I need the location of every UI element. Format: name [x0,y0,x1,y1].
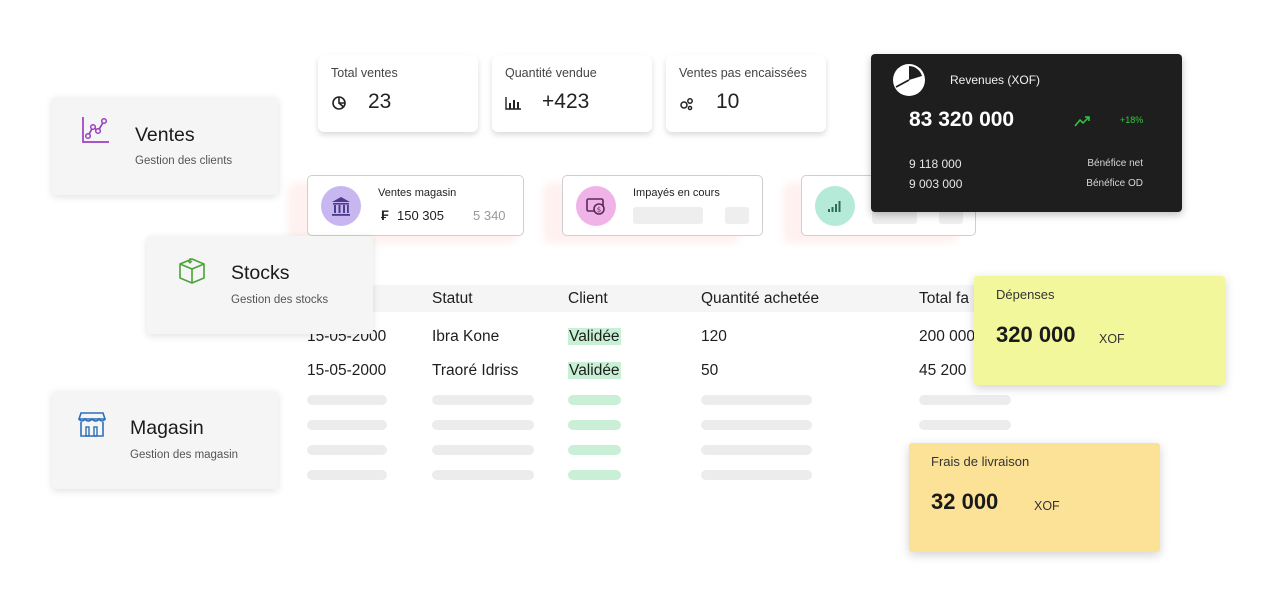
skeleton-cell [307,445,387,455]
mini-card-label: Impayés en cours [633,187,720,199]
placeholder-bar [725,207,749,224]
nav-subtitle: Gestion des stocks [231,294,329,306]
revenue-title: Revenues (XOF) [950,73,1041,87]
currency-symbol: ₣ [381,207,389,223]
nav-subtitle: Gestion des magasin [130,449,239,461]
mini-card-secondary-value: 5 340 [473,208,506,223]
skeleton-cell [307,395,387,405]
depenses-label: Dépenses [996,287,1055,302]
trend-up-icon [1074,114,1090,132]
revenue-trend: +18% [1120,115,1144,125]
status-badge: Validée [568,362,621,379]
money-icon: $ [576,186,616,226]
row-total: 200 000 [919,328,976,345]
column-header-total[interactable]: Total fa [919,290,969,307]
row-quantity: 50 [701,362,719,379]
stat-card-quantite-vendue[interactable]: Quantité vendue +423 [492,55,652,132]
skeleton-cell [432,395,534,405]
nav-card-ventes[interactable]: Ventes Gestion des clients [52,97,278,195]
column-header-quantity[interactable]: Quantité achetée [701,290,820,307]
status-badge: Validée [568,328,621,345]
skeleton-cell [432,445,534,455]
skeleton-cell [919,420,1011,430]
row-date: 15-05-2000 [307,362,387,379]
nav-card-magasin[interactable]: Magasin Gestion des magasin [52,391,278,489]
stat-value: +423 [542,90,590,113]
skeleton-cell [432,470,534,480]
stat-value: 10 [716,90,740,113]
stat-label: Ventes pas encaissées [679,66,807,80]
skeleton-cell [701,420,812,430]
skeleton-cell [568,420,621,430]
bank-icon [321,186,361,226]
chart-line-icon [81,115,111,150]
skeleton-cell [568,445,621,455]
frais-label: Frais de livraison [931,454,1030,469]
mini-card-ventes-magasin[interactable]: Ventes magasin ₣ 150 305 5 340 [307,175,524,236]
bar-chart-icon [505,95,523,111]
skeleton-cell [919,395,1011,405]
depenses-unit: XOF [1099,332,1125,346]
skeleton-cell [701,445,812,455]
skeleton-cell [568,395,621,405]
box-icon [177,256,207,291]
frais-livraison-card[interactable]: Frais de livraison 32 000 XOF [909,443,1160,552]
frais-unit: XOF [1034,499,1060,513]
bubbles-icon [679,95,697,111]
pie-chart-icon [331,95,349,111]
skeleton-cell [432,420,534,430]
revenue-row-value: 9 118 000 [909,157,962,171]
revenue-row-label: Bénéfice OD [1086,178,1143,189]
stat-card-ventes-pas-encaissees[interactable]: Ventes pas encaissées 10 [666,55,826,132]
column-header-client[interactable]: Client [568,290,608,307]
row-total: 45 200 [919,362,967,379]
mini-card-label: Ventes magasin [378,187,457,199]
row-name: Ibra Kone [432,328,500,345]
stat-value: 23 [368,90,392,113]
nav-card-stocks[interactable]: Stocks Gestion des stocks [147,236,373,334]
table-header-bar [295,285,995,312]
skeleton-cell [307,420,387,430]
stat-label: Total ventes [331,66,398,80]
depenses-card[interactable]: Dépenses 320 000 XOF [974,276,1225,385]
signal-bars-icon [815,186,855,226]
stat-label: Quantité vendue [505,66,597,80]
skeleton-cell [701,395,812,405]
svg-text:$: $ [597,206,601,214]
skeleton-cell [701,470,812,480]
stat-card-total-ventes[interactable]: Total ventes 23 [318,55,478,132]
nav-title: Stocks [231,262,290,284]
placeholder-bar [633,207,703,224]
revenue-card[interactable]: Revenues (XOF) 83 320 000 +18% 9 118 000… [871,54,1182,212]
revenue-row-value: 9 003 000 [909,177,963,191]
row-name: Traoré Idriss [432,362,519,379]
nav-subtitle: Gestion des clients [135,155,233,167]
skeleton-cell [307,470,387,480]
column-header-statut[interactable]: Statut [432,290,473,307]
pie-chart-icon [892,63,926,102]
revenue-row-label: Bénéfice net [1087,158,1143,169]
skeleton-cell [568,470,621,480]
mini-card-value: 150 305 [397,208,444,223]
frais-amount: 32 000 [931,489,999,514]
nav-title: Magasin [130,417,204,439]
store-icon [77,410,107,445]
depenses-amount: 320 000 [996,322,1076,347]
revenue-amount: 83 320 000 [909,108,1015,131]
mini-card-impayes[interactable]: $ Impayés en cours [562,175,763,236]
nav-title: Ventes [135,124,195,146]
row-quantity: 120 [701,328,727,345]
